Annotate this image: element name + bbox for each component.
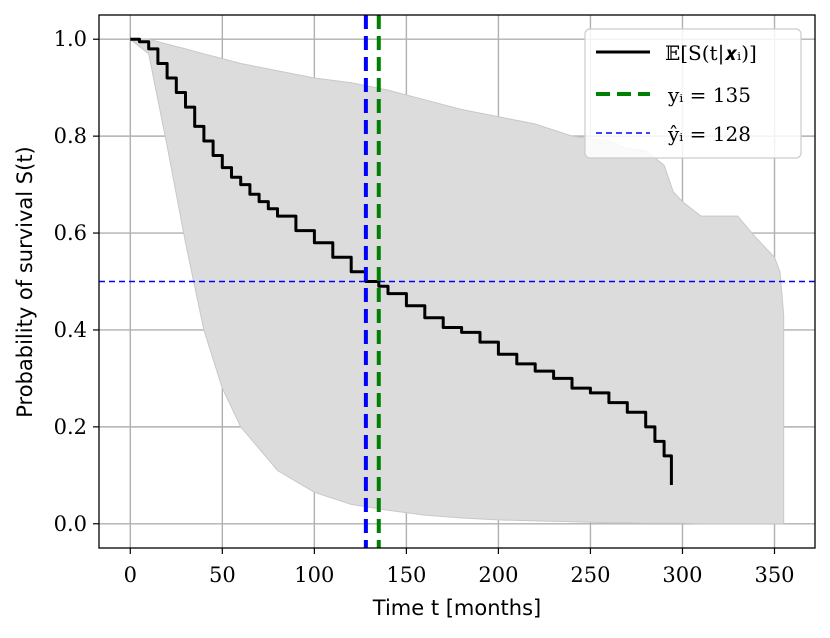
x-axis-label: Time t [months] — [372, 596, 541, 620]
expected-survival-curve — [130, 37, 673, 485]
x-tick-label-6: 300 — [662, 563, 702, 587]
lines-layer — [99, 15, 815, 548]
legend-label-expected: 𝔼[S(t|𝒙ᵢ)] — [665, 41, 757, 66]
y-tick-label-4: 0.8 — [54, 124, 87, 148]
legend: 𝔼[S(t|𝒙ᵢ)] yᵢ = 135 ŷᵢ = 128 — [584, 28, 802, 159]
y-tick-label-3: 0.6 — [54, 221, 87, 245]
legend-box — [584, 28, 802, 159]
x-tick-label-1: 50 — [209, 563, 236, 587]
y-tick-label-2: 0.4 — [54, 318, 87, 342]
x-tick-label-2: 100 — [294, 563, 334, 587]
x-tick-label-7: 350 — [754, 563, 794, 587]
y-tick-label-1: 0.2 — [54, 415, 87, 439]
x-tick-label-4: 200 — [478, 563, 518, 587]
y-axis-label: Probability of survival S(t) — [13, 146, 37, 418]
plot-frame — [98, 14, 816, 549]
legend-label-true: yᵢ = 135 — [667, 83, 751, 107]
y-tick-label-5: 1.0 — [54, 27, 87, 51]
x-tick-label-0: 0 — [124, 563, 137, 587]
y-tick-label-0: 0.0 — [54, 512, 87, 536]
x-tick-label-3: 150 — [386, 563, 426, 587]
y-axis-ticks: 0.0 0.2 0.4 0.6 0.8 1.0 — [54, 27, 99, 536]
x-tick-label-5: 250 — [570, 563, 610, 587]
legend-label-predicted: ŷᵢ = 128 — [667, 122, 751, 146]
x-axis-ticks: 0 50 100 150 200 250 300 350 — [124, 548, 795, 587]
